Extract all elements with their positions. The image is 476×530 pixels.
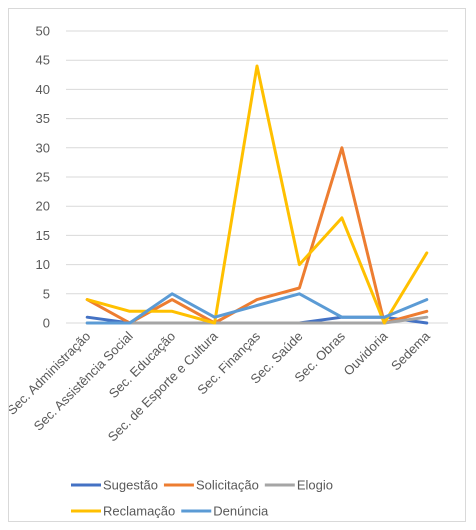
series-line-solicitação: [85, 146, 429, 325]
legend: Sugestão Solicitação Elogio Reclamação Denún…: [71, 478, 333, 519]
y-tick-label: 0: [43, 316, 50, 331]
legend-label: Solicitação: [196, 478, 259, 493]
chart-area: 0 5 10 15 20 25 30 35 40 45 50 Sec. Administração S…: [8, 8, 466, 522]
y-tick-label: 5: [43, 286, 50, 301]
legend-label: Reclamação: [103, 504, 175, 519]
y-axis-tick-labels: 0 5 10 15 20 25 30 35 40 45 50: [36, 24, 50, 331]
series-lines: [85, 64, 429, 325]
gridlines: [66, 30, 448, 324]
line-chart: 0 5 10 15 20 25 30 35 40 45 50 Sec. AdministraçãoS…: [9, 24, 448, 519]
legend-label: Denúncia: [213, 504, 269, 519]
x-tick-label: Ouvidoria: [341, 328, 391, 378]
y-tick-label: 30: [36, 140, 50, 155]
y-tick-label: 50: [36, 24, 50, 39]
y-tick-label: 15: [36, 228, 50, 243]
y-tick-label: 45: [36, 53, 50, 68]
y-tick-label: 40: [36, 82, 50, 97]
y-tick-label: 20: [36, 199, 50, 214]
y-tick-label: 25: [36, 170, 50, 185]
y-tick-label: 35: [36, 111, 50, 126]
series-line-elogio: [85, 315, 429, 325]
x-tick-label: Sedema: [388, 328, 433, 373]
series-line-denúncia: [85, 292, 429, 325]
series-line-reclamação: [85, 64, 429, 325]
legend-label: Elogio: [297, 478, 333, 493]
legend-label: Sugestão: [103, 478, 158, 493]
y-tick-label: 10: [36, 257, 50, 272]
